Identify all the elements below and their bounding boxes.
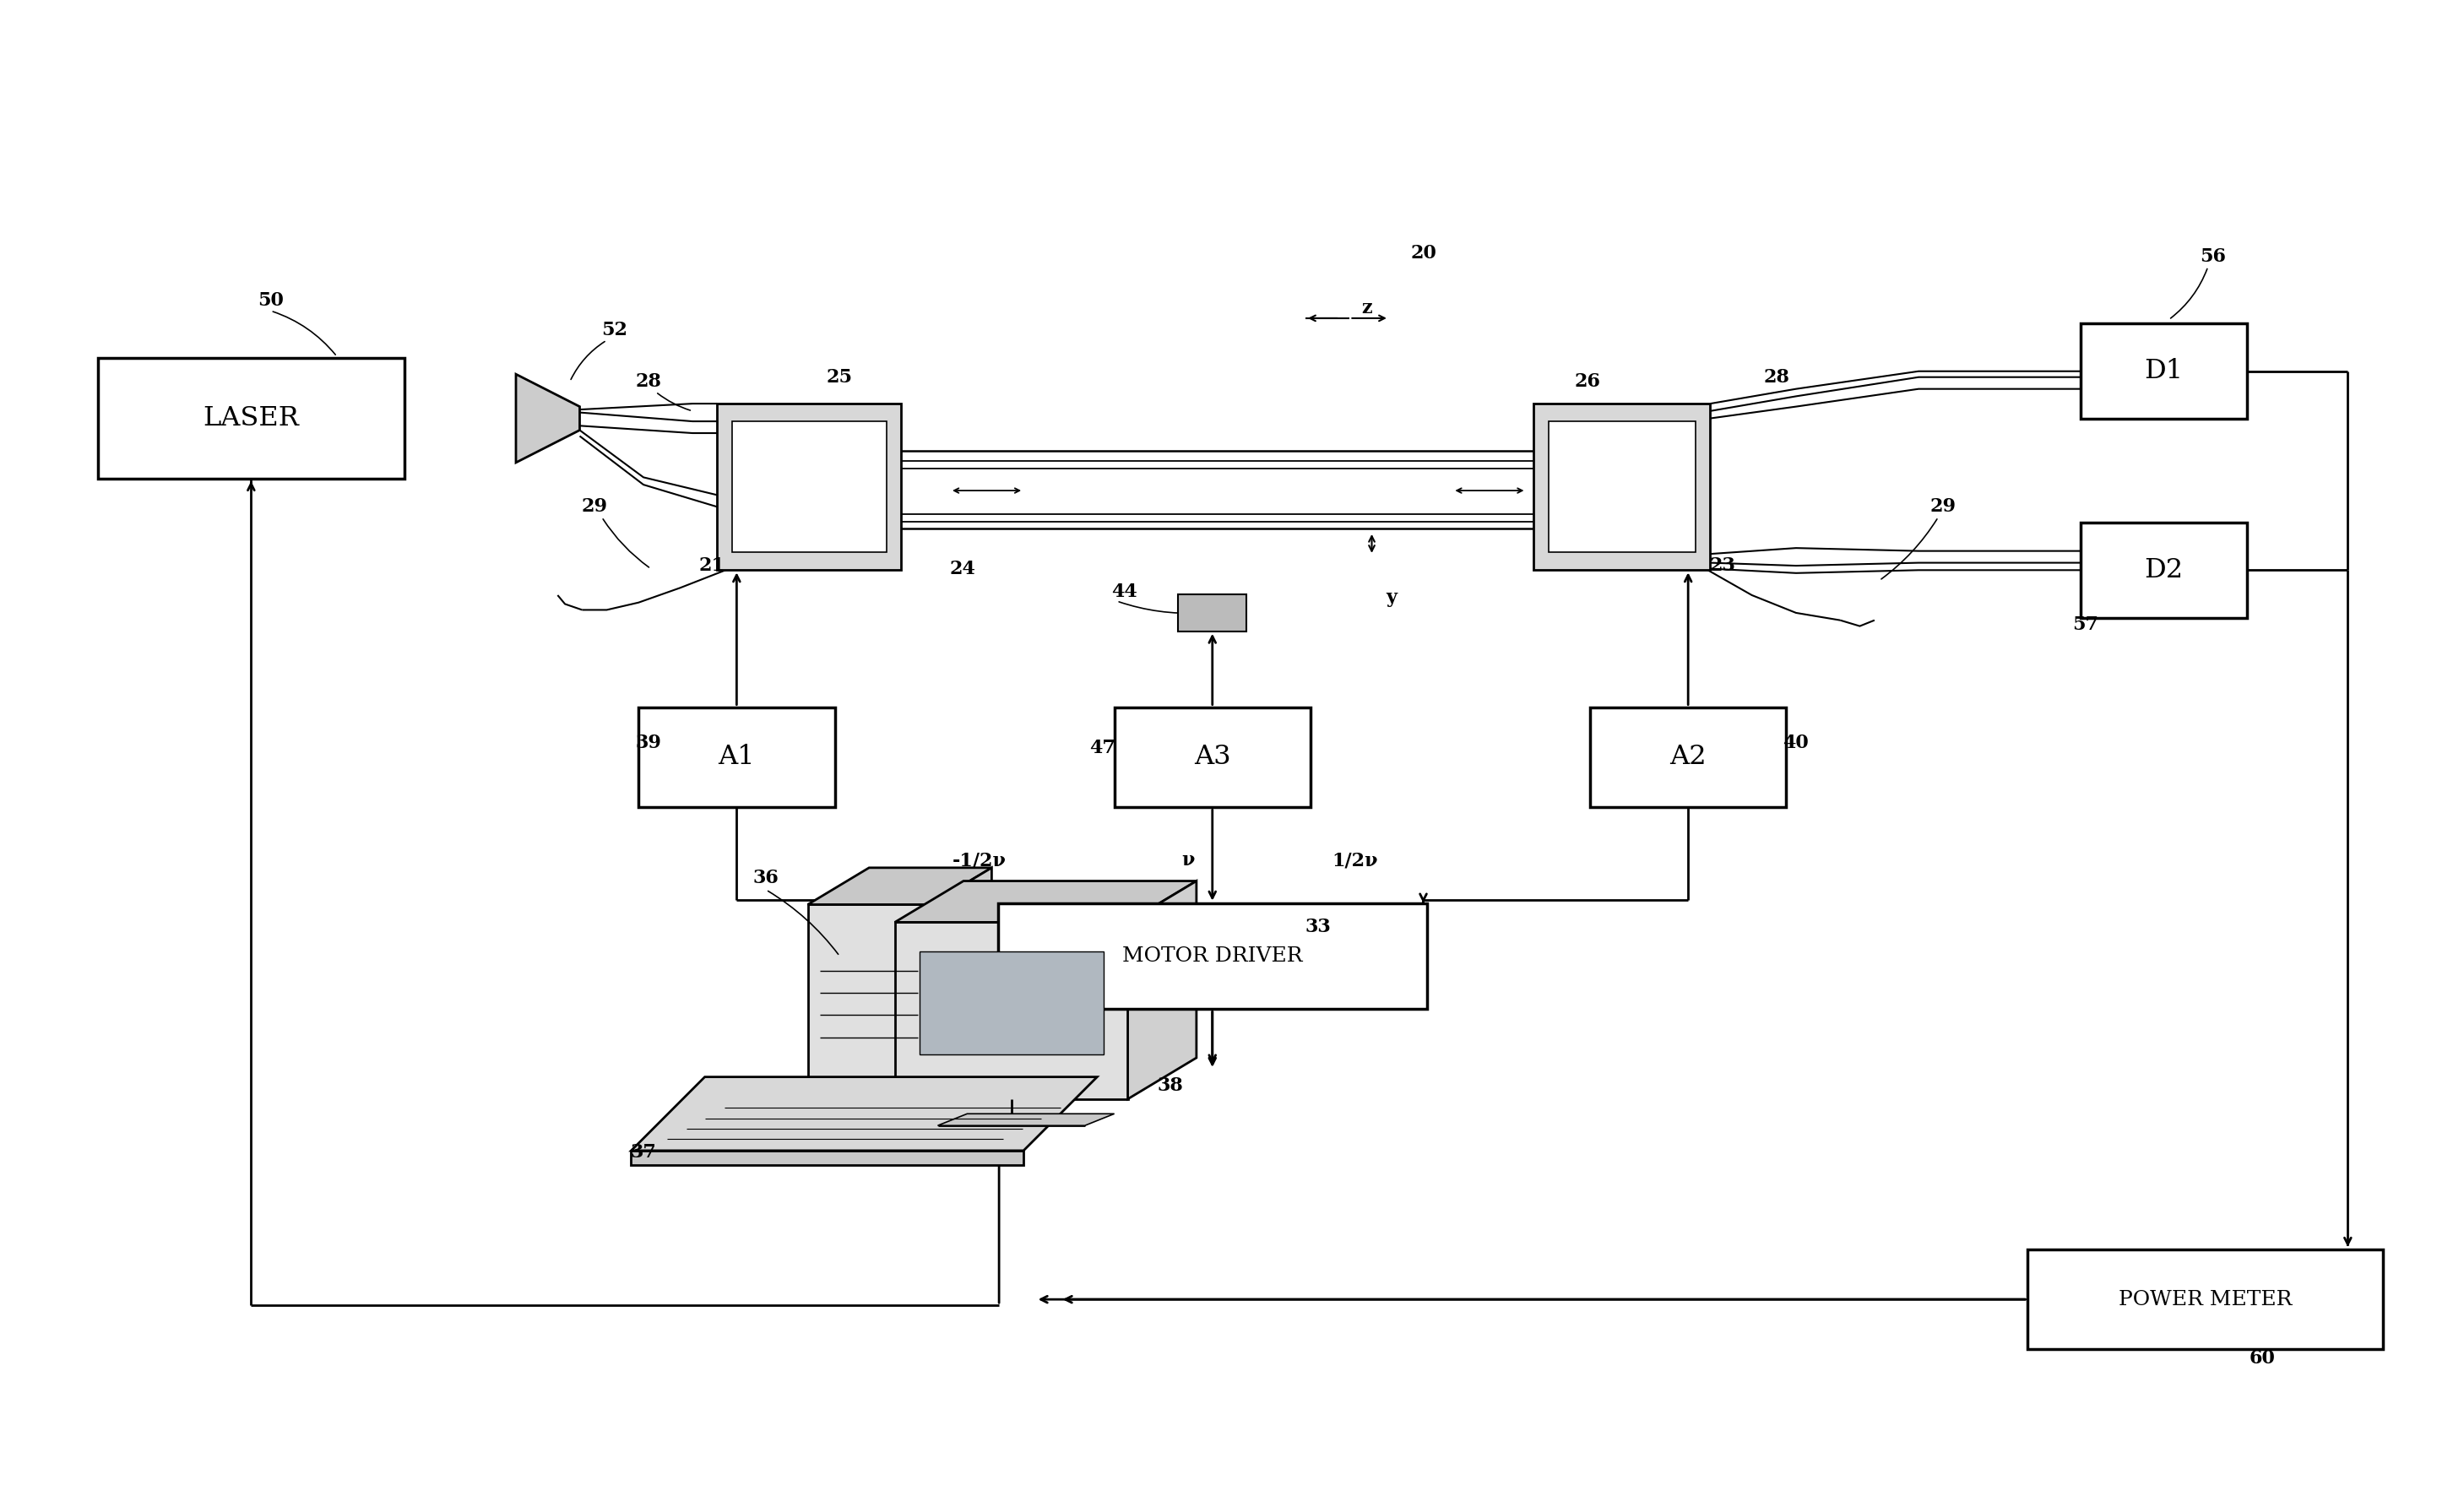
- Text: 23: 23: [1710, 557, 1735, 575]
- Text: 39: 39: [636, 734, 660, 751]
- Polygon shape: [808, 867, 991, 904]
- Bar: [2080, 523, 2247, 618]
- Polygon shape: [631, 1151, 1023, 1166]
- Polygon shape: [894, 881, 1198, 922]
- Text: MOTOR DRIVER: MOTOR DRIVER: [1121, 946, 1303, 965]
- Text: 36: 36: [754, 869, 779, 888]
- Text: A3: A3: [1195, 744, 1232, 771]
- Text: 37: 37: [631, 1143, 655, 1161]
- Text: D2: D2: [2144, 557, 2183, 584]
- Text: D1: D1: [2144, 358, 2183, 385]
- Text: 38: 38: [1158, 1077, 1183, 1094]
- Text: y: y: [1385, 590, 1397, 607]
- Text: A1: A1: [719, 744, 754, 771]
- Polygon shape: [515, 374, 579, 463]
- Text: 56: 56: [2200, 247, 2225, 266]
- Text: 24: 24: [949, 560, 976, 578]
- Bar: [2028, 1249, 2383, 1350]
- Text: 50: 50: [259, 291, 283, 310]
- Text: 26: 26: [1574, 373, 1602, 391]
- Text: 20: 20: [1409, 244, 1437, 263]
- Text: LASER: LASER: [202, 405, 298, 432]
- Bar: [717, 404, 902, 570]
- Text: 44: 44: [1111, 584, 1136, 601]
- Bar: [1533, 404, 1710, 570]
- Text: 29: 29: [1929, 497, 1956, 517]
- Bar: [998, 903, 1427, 1010]
- Text: 57: 57: [2072, 615, 2099, 634]
- Polygon shape: [1129, 881, 1198, 1099]
- Text: 1/2ν: 1/2ν: [1331, 851, 1377, 870]
- Text: 47: 47: [1089, 740, 1116, 757]
- Bar: [638, 707, 835, 808]
- Bar: [732, 422, 887, 552]
- Bar: [99, 358, 404, 478]
- Bar: [808, 904, 931, 1081]
- Text: 28: 28: [1764, 368, 1789, 386]
- Polygon shape: [939, 1114, 1114, 1126]
- Text: -1/2ν: -1/2ν: [954, 851, 1005, 870]
- Text: 21: 21: [700, 557, 724, 575]
- Text: 25: 25: [825, 368, 853, 386]
- Text: 29: 29: [582, 497, 609, 517]
- Text: z: z: [1363, 298, 1372, 318]
- Text: 60: 60: [2250, 1348, 2274, 1368]
- Text: ν: ν: [1180, 851, 1195, 870]
- Polygon shape: [631, 1077, 1096, 1151]
- Text: 28: 28: [636, 373, 660, 391]
- Bar: [894, 922, 1129, 1099]
- Bar: [919, 952, 1104, 1054]
- Text: A2: A2: [1671, 744, 1708, 771]
- Text: 52: 52: [601, 321, 628, 339]
- Text: 33: 33: [1306, 918, 1331, 936]
- Polygon shape: [931, 867, 991, 1081]
- Bar: [1589, 707, 1786, 808]
- Text: POWER METER: POWER METER: [2119, 1289, 2292, 1310]
- Bar: [2080, 324, 2247, 419]
- Bar: [1114, 707, 1311, 808]
- Bar: [1547, 422, 1695, 552]
- Bar: [1178, 594, 1247, 631]
- Text: 40: 40: [1784, 734, 1809, 751]
